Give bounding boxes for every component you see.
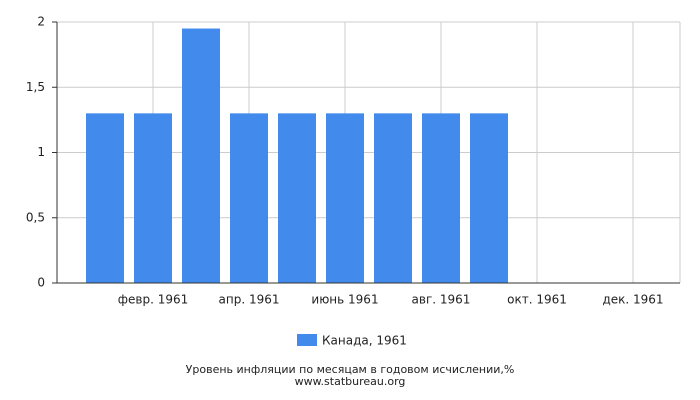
bar <box>470 113 508 283</box>
y-tick-label: 0 <box>37 276 45 290</box>
bar <box>422 113 460 283</box>
bar <box>86 113 124 283</box>
bar <box>230 113 268 283</box>
x-tick-label: июнь 1961 <box>311 293 378 307</box>
bar <box>374 113 412 283</box>
x-tick-label: дек. 1961 <box>602 293 663 307</box>
y-tick-label: 0,5 <box>26 210 45 224</box>
y-tick-label: 2 <box>37 15 45 29</box>
legend-label: Канада, 1961 <box>322 334 407 348</box>
x-tick-label: окт. 1961 <box>507 293 567 307</box>
caption: Уровень инфляции по месяцам в годовом ис… <box>186 363 515 376</box>
bar <box>326 113 364 283</box>
bar <box>134 113 172 283</box>
bar <box>278 113 316 283</box>
source: www.statbureau.org <box>295 375 406 388</box>
y-tick-label: 1 <box>37 145 45 159</box>
x-tick-label: февр. 1961 <box>118 293 189 307</box>
x-tick-label: авг. 1961 <box>412 293 471 307</box>
y-tick-label: 1,5 <box>26 80 45 94</box>
legend-swatch <box>297 334 317 346</box>
bar <box>182 28 220 284</box>
x-tick-label: апр. 1961 <box>219 293 280 307</box>
